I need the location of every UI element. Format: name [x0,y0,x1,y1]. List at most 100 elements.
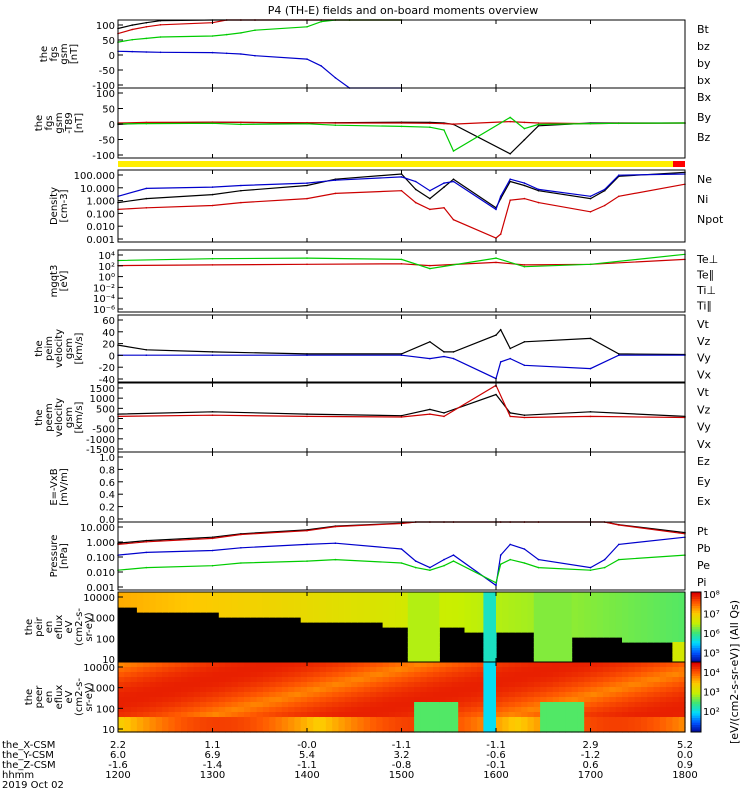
peer-spectrogram-cell [458,677,466,683]
peer-spectrogram-cell [388,697,396,703]
peir_en_eflux-ylabel: eflux [54,615,65,640]
peer-spectrogram-cell [275,712,283,718]
peer-spectrogram-cell [433,697,440,703]
fgs-ylabel: [nT] [69,44,80,64]
colorbar-tick: 10⁸ [703,590,720,601]
peer-spectrogram-cell [508,692,516,698]
peer-spectrogram-cell [533,702,541,708]
peir-spectrogram-cell [565,642,573,648]
peer-spectrogram-cell [300,717,308,723]
peir-spectrogram-cell [477,592,484,598]
peer-spectrogram-cell [319,697,327,703]
peer-spectrogram-cell [269,682,277,688]
mom_temp-ylabel: mgqt3 [49,265,60,298]
peer-spectrogram-cell [433,692,440,698]
peir-spectrogram-cell [489,592,497,598]
peir-spectrogram-cell [433,647,440,653]
peer-spectrogram-cell [426,727,434,733]
peir-spectrogram-cell [174,602,182,608]
peer-spectrogram-cell [603,702,610,708]
peim_velocity-point-Vt [495,334,497,336]
peer-spectrogram-cell [168,697,176,703]
peer-spectrogram-cell [414,682,421,688]
peer-spectrogram-cell [319,687,327,693]
peir-spectrogram-cell [174,597,182,603]
peer-spectrogram-cell [470,672,478,678]
fgs-point-by [254,29,256,32]
fgs-ylabel: fgs [49,46,60,61]
peer-spectrogram-cell [640,722,648,728]
peir-spectrogram-cell [502,622,510,628]
peer-spectrogram-cell [628,722,636,728]
peir-spectrogram-cell [307,602,314,608]
fgs_gsm_dt-point-Bz [400,125,403,128]
density-ytick-label: 0.010 [86,222,115,233]
peir-spectrogram-cell [464,607,472,613]
peer-spectrogram-cell [395,717,403,723]
peim_velocity-point-Vt [400,353,403,355]
peer-spectrogram-cell [344,712,352,718]
peer-spectrogram-cell [533,692,541,698]
pressure-point-Pe [414,566,417,569]
peir-spectrogram-cell [552,592,560,598]
peir-spectrogram-cell [659,617,667,623]
peer-spectrogram-cell [521,672,529,678]
peer-spectrogram-cell [256,687,264,693]
peir-spectrogram-cell [540,612,547,618]
peer-spectrogram-cell [653,687,661,693]
peer-spectrogram-cell [168,727,176,733]
colorbar-peer-segment [691,676,701,679]
peir-spectrogram-cell [647,597,655,603]
peir-spectrogram-cell [250,612,258,618]
peer-spectrogram-cell [496,667,503,673]
peer-spectrogram-cell [615,717,623,723]
peer-spectrogram-cell [250,717,258,723]
peer-spectrogram-cell [420,712,428,718]
peer-spectrogram-cell [470,677,478,683]
peer-spectrogram-cell [615,692,623,698]
peer-spectrogram-cell [634,682,642,688]
peer-spectrogram-cell [256,707,264,713]
peer-spectrogram-cell [193,677,201,683]
peer-spectrogram-cell [344,722,352,728]
peer-spectrogram-cell [596,702,604,708]
peer-spectrogram-cell [370,717,377,723]
peer-spectrogram-cell [344,702,352,708]
peir-spectrogram-cell [445,602,453,608]
peer-spectrogram-cell [628,682,636,688]
peir-spectrogram-cell [666,597,673,603]
peer-spectrogram-cell [540,692,547,698]
peer-spectrogram-cell [546,702,554,708]
peer-spectrogram-cell [477,687,484,693]
peer-spectrogram-cell [445,687,453,693]
peir-spectrogram-cell [672,622,680,628]
fgs_gsm_dt-point-Bz [306,123,308,125]
peer-spectrogram-cell [445,692,453,698]
peer-spectrogram-cell [603,692,610,698]
peir-spectrogram-cell [420,637,428,643]
peer-spectrogram-cell [294,697,302,703]
peir-spectrogram-cell [659,622,667,628]
peir-spectrogram-cell [470,627,478,633]
colorbar-peer-segment [691,685,701,689]
peer-spectrogram-cell [124,677,132,683]
peir-spectrogram-cell [653,632,661,638]
peir-spectrogram-cell [678,642,686,648]
peer-spectrogram-cell [313,707,321,713]
peer-spectrogram-cell [199,707,207,713]
peer-spectrogram-cell [407,707,415,713]
density-legend-Ni: Ni [697,193,708,206]
peer-spectrogram-cell [672,672,680,678]
peir-spectrogram-cell [212,597,220,603]
peir_en_eflux-ylabel: en [44,621,55,634]
peir-spectrogram-cell [615,612,623,618]
mom_temp-ytick-label: 10² [98,262,115,273]
fgs_gsm_dt-series-Bz-line [117,116,686,152]
colorbar-peer-segment [691,697,701,700]
peer-spectrogram-cell [678,692,686,698]
peer-spectrogram-cell [187,717,195,723]
peir-spectrogram-cell [540,627,547,633]
peim_velocity-point-Vt [452,351,455,353]
peir-spectrogram-cell [678,597,686,603]
peer-spectrogram-cell [483,697,491,703]
